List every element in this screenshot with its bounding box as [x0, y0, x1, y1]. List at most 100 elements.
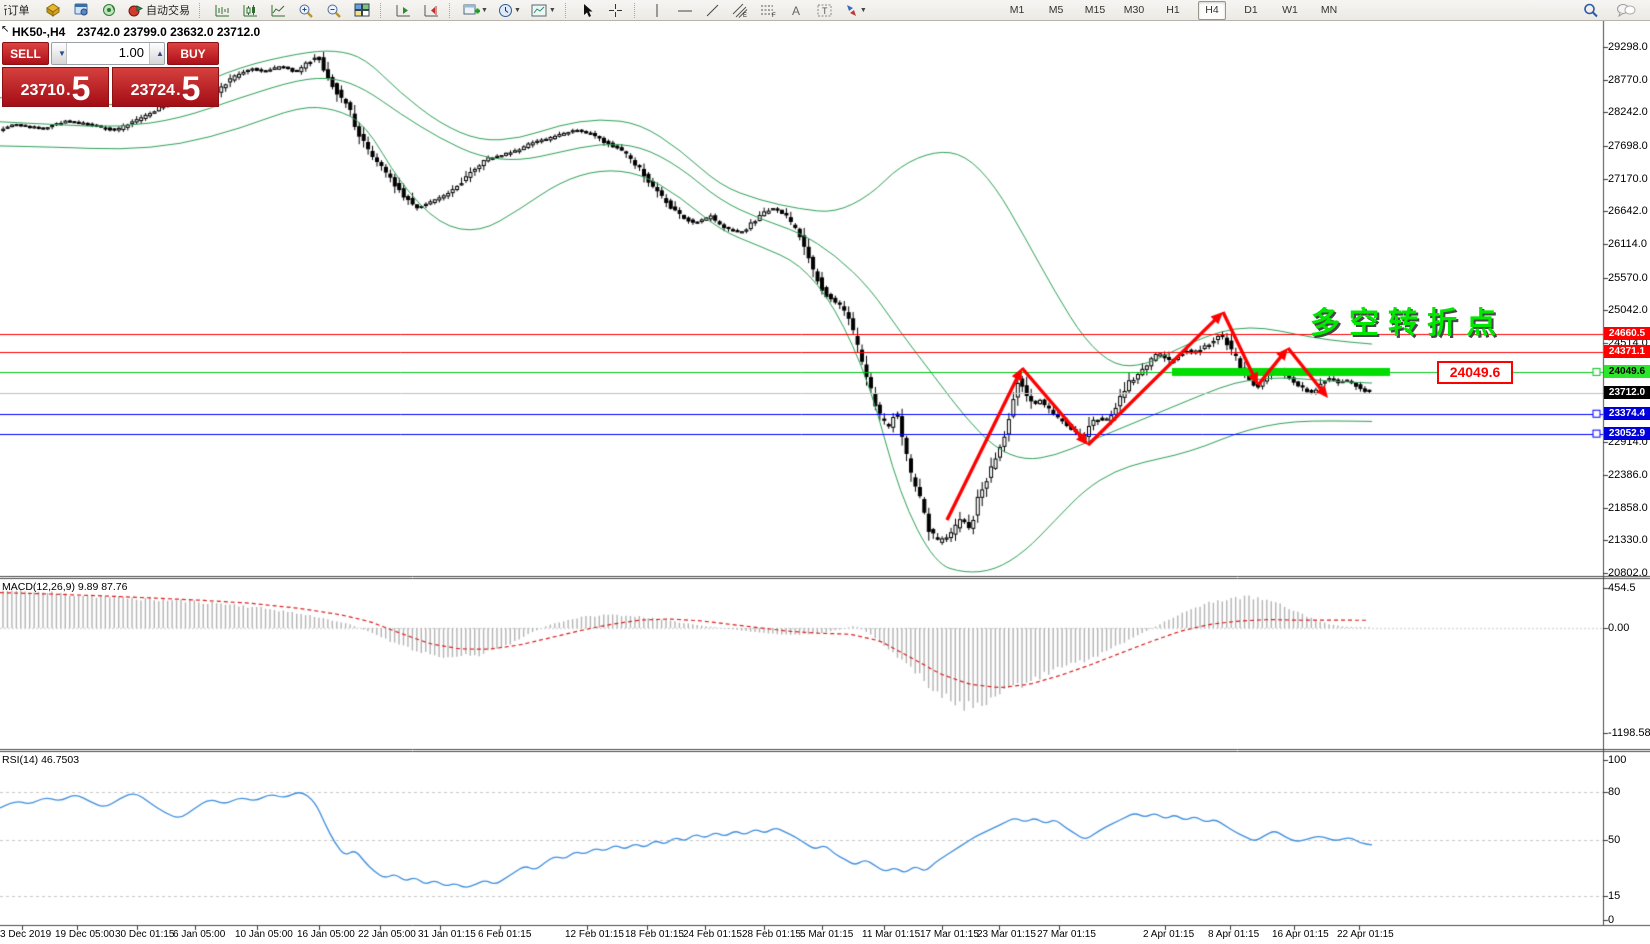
toolbar-separator: [449, 2, 454, 18]
vertical-line-tool-icon[interactable]: [644, 0, 670, 20]
sell-button[interactable]: SELL: [2, 42, 49, 65]
sell-price-display[interactable]: 23710. 5: [2, 67, 109, 107]
rsi-tick-label: 50: [1608, 834, 1621, 846]
time-tick-label: 12 Feb 01:15: [565, 929, 624, 940]
volume-decrease-button[interactable]: ▼: [52, 43, 67, 64]
price-tick-label: 29298.0: [1608, 41, 1648, 53]
chart-title: HK50-,H4 23742.0 23799.0 23632.0 23712.0: [12, 25, 260, 39]
volume-increase-button[interactable]: ▲: [149, 43, 164, 64]
time-tick-label: 6 Feb 01:15: [478, 929, 532, 940]
one-click-trading-panel: SELL ▼ 1.00 ▲ BUY 23710. 5 23724. 5: [2, 42, 219, 107]
crosshair-tool-icon[interactable]: [603, 0, 629, 20]
price-tick-label: 27698.0: [1608, 140, 1648, 153]
price-tick-label: 25570.0: [1608, 271, 1648, 284]
macd-tick-label: 454.5: [1608, 582, 1636, 594]
time-tick-label: 23 Mar 01:15: [977, 929, 1036, 940]
time-tick-label: 8 Apr 01:15: [1208, 929, 1260, 940]
macd-tick-label: -1198.58: [1608, 727, 1650, 740]
price-level-badge: 24049.6: [1604, 364, 1650, 378]
text-tool-icon[interactable]: A: [784, 0, 810, 20]
equidistant-channel-tool-icon[interactable]: E: [728, 0, 754, 20]
time-tick-label: 6 Jan 05:00: [173, 929, 226, 940]
data-window-icon[interactable]: [68, 0, 94, 20]
time-tick-label: 22 Apr 01:15: [1337, 929, 1394, 940]
svg-text:A: A: [792, 4, 800, 18]
rsi-tick-label: 0: [1608, 914, 1615, 926]
timeframe-mn-button[interactable]: MN: [1320, 4, 1338, 16]
price-callout-box: 24049.6: [1437, 361, 1513, 384]
ohlc-values: 23742.0 23799.0 23632.0 23712.0: [76, 25, 261, 39]
price-tick-label: 28242.0: [1608, 106, 1648, 119]
timeframe-m15-button[interactable]: M15: [1084, 4, 1106, 16]
volume-value[interactable]: 1.00: [118, 45, 144, 60]
toolbar-separator: [380, 2, 385, 18]
time-tick-label: 16 Apr 01:15: [1272, 929, 1329, 940]
new-order-button[interactable]: 新订单: [0, 1, 38, 19]
time-tick-label: 31 Jan 01:15: [418, 929, 476, 940]
auto-scroll-icon[interactable]: [390, 0, 416, 20]
macd-tick-label: 0.00: [1608, 622, 1630, 634]
trendline-tool-icon[interactable]: [700, 0, 726, 20]
bar-chart-icon[interactable]: [209, 0, 235, 20]
text-label-tool-icon[interactable]: T: [812, 0, 838, 20]
timeframe-m1-button[interactable]: M1: [1009, 4, 1025, 16]
price-level-badge: 24371.1: [1604, 345, 1650, 359]
price-tick-label: 26114.0: [1608, 238, 1647, 251]
time-tick-label: 2 Apr 01:15: [1143, 929, 1195, 940]
rsi-tick-label: 100: [1608, 754, 1627, 766]
price-level-badge: 23052.9: [1604, 426, 1650, 440]
market-watch-icon[interactable]: [40, 0, 66, 20]
turning-point-annotation: 多空转折点: [1310, 307, 1505, 340]
time-tick-label: 28 Feb 01:15: [742, 929, 801, 940]
buy-button[interactable]: BUY: [167, 42, 219, 65]
price-tick-label: 21858.0: [1608, 501, 1648, 514]
timeframe-d1-button[interactable]: D1: [1244, 4, 1258, 16]
timeframe-toolbar: M1 M5 M15 M30 H1 H4 D1 W1 MN: [1003, 1, 1343, 20]
price-tick-label: 26642.0: [1608, 205, 1648, 218]
timeframe-h4-button[interactable]: H4: [1198, 1, 1226, 20]
price-tick-label: 28770.0: [1608, 73, 1648, 86]
time-tick-label: 17 Mar 01:15: [920, 929, 979, 940]
rsi-tick-label: 80: [1608, 786, 1621, 798]
timeframe-w1-button[interactable]: W1: [1282, 4, 1298, 16]
zoom-out-icon[interactable]: [321, 0, 347, 20]
price-tick-label: 20802.0: [1608, 567, 1648, 579]
arrows-tool-button[interactable]: ▼: [840, 0, 871, 20]
buy-price-display[interactable]: 23724. 5: [112, 67, 219, 107]
fibonacci-tool-icon[interactable]: F: [756, 0, 782, 20]
navigator-icon[interactable]: [96, 0, 122, 20]
horizontal-line-tool-icon[interactable]: [672, 0, 698, 20]
period-clock-button[interactable]: ▼: [494, 0, 525, 20]
price-tick-label: 27170.0: [1608, 172, 1648, 185]
search-icon[interactable]: [1578, 0, 1604, 20]
autotrading-button[interactable]: 自动交易: [124, 1, 194, 19]
time-tick-label: 30 Dec 01:15: [115, 929, 175, 940]
zoom-in-icon[interactable]: [293, 0, 319, 20]
time-tick-label: 5 Mar 01:15: [800, 929, 854, 940]
time-tick-label: 18 Feb 01:15: [625, 929, 684, 940]
time-tick-label: 11 Mar 01:15: [862, 929, 921, 940]
toolbar-separator: [199, 2, 204, 18]
time-tick-label: 3 Dec 2019: [0, 929, 52, 940]
candlestick-chart-icon[interactable]: [237, 0, 263, 20]
price-tick-label: 25042.0: [1608, 304, 1648, 317]
timeframe-m30-button[interactable]: M30: [1123, 4, 1145, 16]
time-tick-label: 24 Feb 01:15: [683, 929, 742, 940]
timeframe-h1-button[interactable]: H1: [1166, 4, 1180, 16]
volume-stepper: ▼ 1.00 ▲: [51, 42, 165, 65]
macd-indicator-label: MACD(12,26,9) 9.89 87.76: [2, 581, 128, 593]
cursor-tool-icon[interactable]: [575, 0, 601, 20]
chat-icon[interactable]: [1612, 0, 1640, 20]
rsi-tick-label: 15: [1608, 890, 1621, 902]
time-tick-label: 19 Dec 05:00: [55, 929, 115, 940]
timeframe-m5-button[interactable]: M5: [1048, 4, 1064, 16]
svg-text:E: E: [743, 13, 747, 18]
price-level-badge: 23374.4: [1604, 406, 1650, 420]
line-chart-icon[interactable]: [265, 0, 291, 20]
new-chart-button[interactable]: ▼: [459, 0, 492, 20]
templates-button[interactable]: ▼: [527, 0, 560, 20]
tile-windows-icon[interactable]: [349, 0, 375, 20]
chart-shift-icon[interactable]: [418, 0, 444, 20]
symbol-period-label: HK50-,H4: [12, 25, 66, 39]
